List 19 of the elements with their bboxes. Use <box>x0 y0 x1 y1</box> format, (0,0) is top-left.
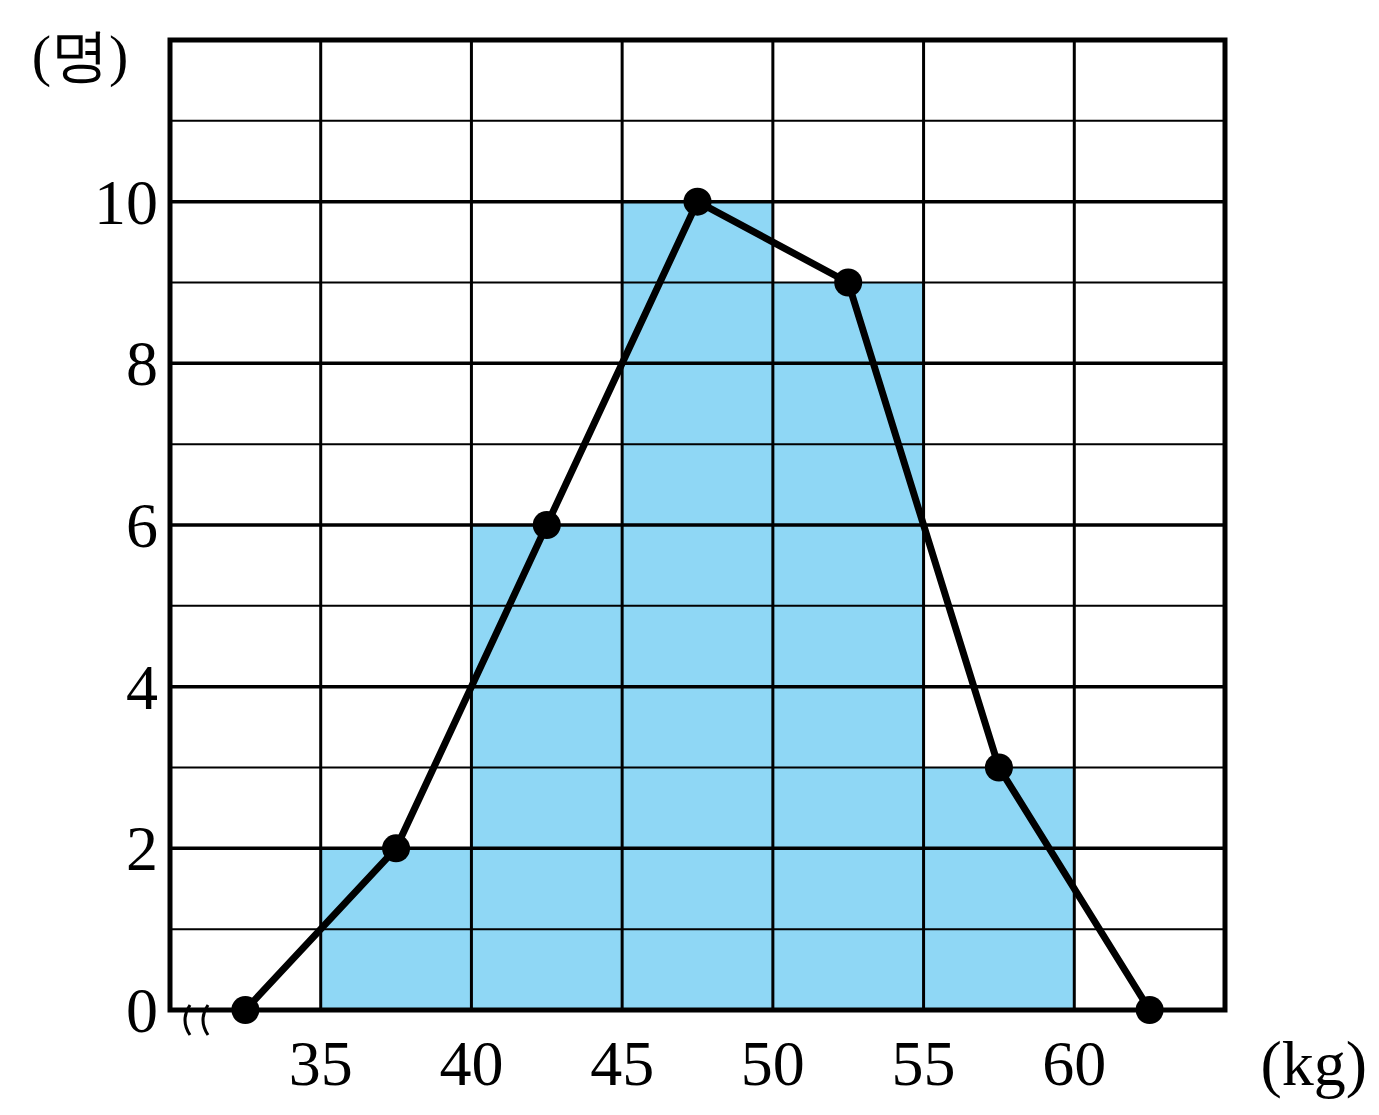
point <box>382 834 411 863</box>
y-tick-label: 6 <box>126 490 158 561</box>
y-tick-label: 4 <box>126 651 158 723</box>
y-tick-label: 10 <box>94 166 158 238</box>
point <box>683 187 712 216</box>
y-tick-label: 8 <box>126 328 158 400</box>
x-tick-label: 55 <box>891 1028 956 1099</box>
x-tick-label: 60 <box>1042 1028 1107 1099</box>
x-tick-label: 40 <box>439 1028 504 1099</box>
x-tick-label: 35 <box>288 1028 353 1099</box>
y-tick-label: 0 <box>126 975 158 1046</box>
x-tick-label: 50 <box>740 1028 805 1099</box>
x-tick-label: 45 <box>590 1028 655 1099</box>
point <box>984 753 1013 782</box>
point <box>834 268 863 297</box>
y-axis-title: (명) <box>31 23 129 88</box>
x-axis-title: (kg) <box>1260 1028 1367 1099</box>
point <box>532 511 561 539</box>
y-tick-label: 2 <box>126 813 158 885</box>
